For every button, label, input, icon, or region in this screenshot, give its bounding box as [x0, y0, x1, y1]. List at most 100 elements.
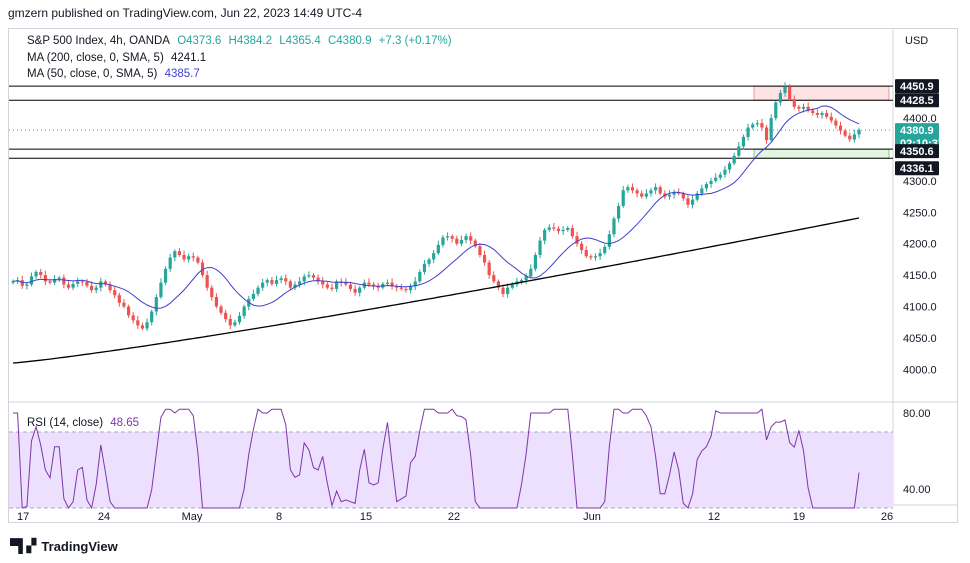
candle-body [43, 275, 47, 282]
candle-body [224, 312, 228, 320]
candle-body [187, 256, 191, 260]
candle-body [395, 286, 399, 288]
candle-body [261, 282, 265, 288]
y-tick-label: 4300.0 [903, 176, 937, 188]
candle-body [182, 255, 186, 260]
candle-body [686, 198, 690, 205]
candle-body [459, 239, 464, 244]
candle-body [436, 244, 440, 254]
y-tick-label: 4400.0 [903, 113, 937, 125]
candle-body [607, 234, 611, 247]
candle-body [399, 287, 403, 289]
candle-body [173, 251, 177, 258]
candle-body [76, 281, 80, 284]
candle-body [700, 188, 704, 194]
candle-body [672, 192, 676, 195]
candle-body [570, 228, 574, 237]
candle-body [99, 281, 103, 288]
legend-change: +7.3 (+0.17%) [378, 35, 452, 47]
candle-body [205, 275, 209, 288]
candle-body [709, 180, 713, 185]
candle-body [561, 229, 565, 232]
candle-body [163, 268, 168, 283]
y-tick-label: 4000.0 [903, 364, 937, 376]
candle-body [53, 278, 57, 283]
candle-body [279, 278, 283, 281]
x-tick-label: 12 [708, 511, 720, 522]
candle-body [473, 240, 477, 247]
candle-body [302, 276, 306, 282]
price-label-box [895, 144, 939, 159]
candle-body [145, 322, 149, 329]
tradingview-logo[interactable]: ▀▌▞ TradingView [10, 538, 118, 554]
candle-body [335, 281, 339, 289]
candle-body [547, 227, 551, 230]
candle-body [408, 286, 413, 291]
candle-body [487, 262, 491, 276]
candle-body [778, 92, 783, 103]
candle-body [792, 99, 796, 107]
candle-body [159, 282, 163, 298]
rsi-line [13, 408, 860, 510]
candle-body [848, 135, 852, 140]
price-label-text: 4428.5 [900, 95, 934, 107]
candle-body [191, 256, 195, 258]
x-tick-label: 15 [360, 511, 372, 522]
candle-body [376, 286, 380, 288]
candle-body [89, 285, 94, 291]
candle-body [367, 282, 371, 285]
price-label-box [895, 93, 939, 108]
candle-body [321, 281, 325, 285]
candle-body [371, 284, 376, 287]
candle-body [34, 271, 38, 277]
x-tick-label: 8 [276, 511, 282, 522]
candle-body [57, 277, 61, 279]
candle-body [200, 262, 205, 276]
candle-body [788, 86, 792, 100]
chart-canvas[interactable]: 4000.0 4050.0 4100.0 4150.0 4200.0 4250.0 4300… [9, 29, 957, 522]
resistance-zone [753, 85, 890, 101]
candle-body [852, 134, 856, 140]
candle-body [603, 246, 607, 254]
candle-body [746, 127, 750, 137]
candle-body [737, 146, 741, 156]
candle-body [214, 297, 219, 307]
x-tick-label: 17 [17, 511, 29, 522]
rsi-band [9, 432, 893, 508]
candle-body [256, 287, 260, 294]
candle-body [718, 174, 722, 178]
x-tick-label: 26 [881, 511, 893, 522]
chart-frame[interactable]: 4000.0 4050.0 4100.0 4150.0 4200.0 4250.0 4300… [8, 28, 958, 523]
candle-body [506, 287, 510, 294]
candle-body [496, 281, 501, 288]
candle-body [478, 246, 482, 256]
candle-body [575, 236, 579, 244]
candle-body [455, 238, 459, 244]
candle-body [117, 295, 121, 303]
candle-body [413, 281, 417, 287]
y-tick-label: 4050.0 [903, 333, 937, 345]
candle-body [71, 283, 75, 288]
rsi-tick-label: 80.00 [903, 408, 931, 420]
candle-body [667, 194, 672, 197]
candle-body [432, 253, 436, 260]
ma50-line [12, 105, 860, 309]
candle-body [219, 306, 223, 313]
candle-body [501, 287, 505, 294]
candle-body [644, 193, 648, 197]
candle-body [829, 116, 833, 121]
price-label-text: 4350.6 [900, 146, 934, 158]
legend-ma200-row: MA (200, close, 0, SMA, 5) 4241.1 [27, 52, 210, 64]
candle-body [580, 243, 584, 250]
candle-body [825, 113, 829, 117]
candle-body [298, 281, 302, 285]
candle-body [348, 284, 353, 289]
legend-ma50-label: MA (50, close, 0, SMA, 5) [27, 68, 158, 80]
candle-body [390, 282, 394, 287]
legend-ma50-value: 4385.7 [164, 68, 200, 80]
candle-body [727, 163, 732, 170]
candle-body [136, 320, 140, 326]
legend-rsi-value: 48.65 [110, 417, 140, 429]
candle-body [732, 155, 736, 164]
candle-body [653, 187, 658, 191]
